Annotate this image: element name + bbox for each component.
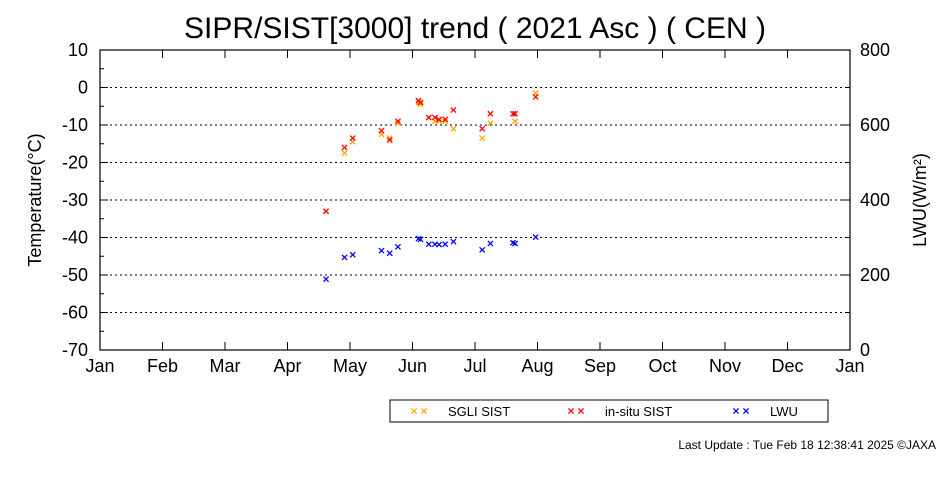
lwu-point xyxy=(386,250,393,257)
sgli-sist-point xyxy=(479,135,486,142)
x-tick-label: Jan xyxy=(85,356,114,376)
x-tick-label: Jul xyxy=(463,356,486,376)
lwu-point xyxy=(425,241,432,248)
x-tick-label: Dec xyxy=(771,356,803,376)
sgli-sist-point xyxy=(394,120,402,127)
chart-title: SIPR/SIST[3000] trend ( 2021 Asc ) ( CEN… xyxy=(184,12,766,45)
in-situ-sist-point xyxy=(425,114,432,121)
x-tick-label: Oct xyxy=(648,356,676,376)
legend-marker xyxy=(567,407,575,415)
y-tick-label: -70 xyxy=(62,340,88,360)
in-situ-sist-point xyxy=(394,118,402,125)
y-axis-left: 10 0 -10 -20 -30 -40 -50 -60 -70 xyxy=(62,40,108,360)
in-situ-sist-point xyxy=(532,93,539,100)
y-tick-label: 0 xyxy=(78,78,88,98)
x-tick-label: Jan xyxy=(835,356,864,376)
sgli-sist-point xyxy=(417,101,424,108)
x-tick-label: Nov xyxy=(709,356,741,376)
sgli-sist-point xyxy=(341,150,348,157)
sgli-sist-point xyxy=(442,118,449,125)
in-situ-sist-point xyxy=(322,208,330,215)
y-axis-title: Temperature(°C) xyxy=(25,133,45,266)
x-axis: Jan Feb Mar Apr May Jun Jul Aug Sep Oct Nov Dec Jan xyxy=(85,50,865,376)
lwu-point xyxy=(417,236,424,243)
in-situ-sist-point xyxy=(479,125,486,132)
in-situ-sist-point xyxy=(386,136,393,144)
y-tick-label: -50 xyxy=(62,265,88,285)
y2-axis-title: LWU(W/m²) xyxy=(910,153,930,247)
y-tick-label: -40 xyxy=(62,228,88,248)
y2-tick-label: 200 xyxy=(860,265,890,285)
legend-label: in-situ SIST xyxy=(605,404,672,419)
lwu-point xyxy=(341,254,348,261)
legend-marker xyxy=(577,407,585,415)
y-tick-label: -10 xyxy=(62,115,88,135)
x-tick-label: May xyxy=(333,356,367,376)
lwu-point xyxy=(479,246,486,253)
last-update-text: Last Update : Tue Feb 18 12:38:41 2025 ©… xyxy=(678,438,936,452)
legend-marker xyxy=(410,407,418,415)
y2-tick-label: 400 xyxy=(860,190,890,210)
x-tick-label: Jun xyxy=(398,356,427,376)
in-situ-sist-point xyxy=(378,127,385,134)
in-situ-sist-point xyxy=(435,116,443,123)
lwu-point xyxy=(512,240,519,247)
lwu-point xyxy=(487,240,494,247)
legend-label: LWU xyxy=(770,404,798,419)
lwu-point xyxy=(442,241,449,248)
x-tick-label: Feb xyxy=(147,356,178,376)
legend-marker xyxy=(742,407,750,415)
y-tick-label: -20 xyxy=(62,153,88,173)
lwu-point xyxy=(378,247,385,254)
in-situ-sist-point xyxy=(349,135,356,142)
y2-tick-label: 0 xyxy=(860,340,870,360)
y2-tick-label: 800 xyxy=(860,40,890,60)
y-tick-label: -60 xyxy=(62,303,88,323)
y-tick-label: -30 xyxy=(62,190,88,210)
legend-marker xyxy=(420,407,428,415)
in-situ-sist-point xyxy=(431,114,438,121)
in-situ-sist-point xyxy=(417,99,424,106)
y2-tick-label: 600 xyxy=(860,115,890,135)
in-situ-sist-point xyxy=(442,116,449,123)
legend-label: SGLI SIST xyxy=(448,404,510,419)
in-situ-sist-point xyxy=(512,110,519,117)
data-points xyxy=(322,90,539,283)
lwu-point xyxy=(349,251,356,258)
lwu-point xyxy=(450,238,457,245)
sgli-sist-point xyxy=(386,135,393,142)
legend-box xyxy=(389,399,829,423)
legend: SGLI SIST in-situ SIST LWU xyxy=(389,399,829,423)
lwu-point xyxy=(322,276,330,283)
y-tick-label: 10 xyxy=(68,40,88,60)
legend-marker xyxy=(732,407,740,415)
sgli-sist-point xyxy=(487,120,494,127)
in-situ-sist-point xyxy=(487,110,494,117)
y-axis-right: 800 600 400 200 0 xyxy=(842,40,890,360)
lwu-point xyxy=(532,234,539,241)
in-situ-sist-point xyxy=(450,106,457,114)
x-tick-label: Apr xyxy=(273,356,301,376)
lwu-point xyxy=(435,241,443,248)
lwu-point xyxy=(394,243,402,250)
sgli-sist-point xyxy=(512,118,519,125)
x-tick-label: Aug xyxy=(521,356,553,376)
in-situ-sist-point xyxy=(509,110,517,117)
in-situ-sist-point xyxy=(341,144,348,151)
grid xyxy=(100,87,850,313)
x-tick-label: Sep xyxy=(584,356,616,376)
x-tick-label: Mar xyxy=(210,356,241,376)
sgli-sist-point xyxy=(450,125,457,132)
